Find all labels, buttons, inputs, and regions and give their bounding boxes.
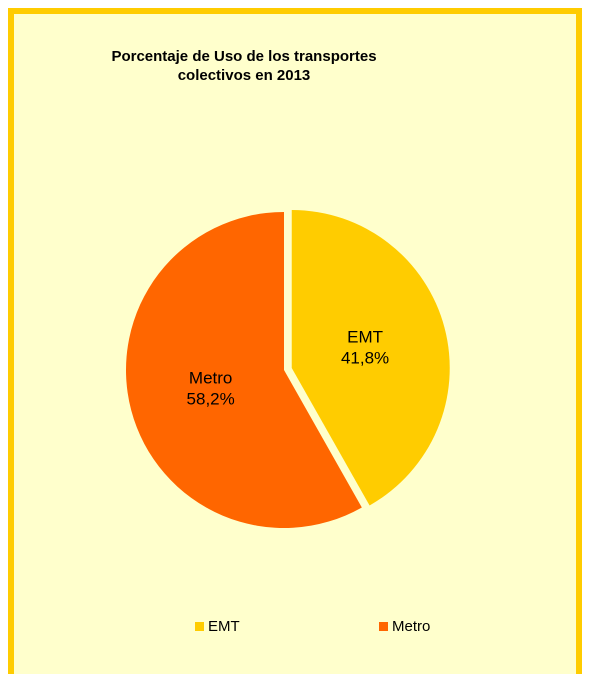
legend-swatch-metro — [379, 622, 388, 631]
pie-slice-emt — [291, 209, 450, 506]
legend-label-emt: EMT — [208, 618, 240, 635]
data-label-emt: EMT 41,8% — [341, 328, 389, 368]
legend-item-metro: Metro — [379, 618, 430, 635]
chart-legend: EMT Metro — [14, 618, 576, 638]
chart-frame: Porcentaje de Uso de los transportes col… — [8, 8, 582, 674]
legend-item-emt: EMT — [195, 618, 240, 635]
data-label-metro: Metro 58,2% — [187, 368, 235, 408]
pie-slice-metro — [126, 212, 362, 528]
pie-chart: EMT 41,8% Metro 58,2% — [126, 209, 450, 528]
legend-label-metro: Metro — [392, 618, 431, 635]
legend-swatch-emt — [195, 622, 204, 631]
chart-title: Porcentaje de Uso de los transportes col… — [111, 48, 377, 84]
